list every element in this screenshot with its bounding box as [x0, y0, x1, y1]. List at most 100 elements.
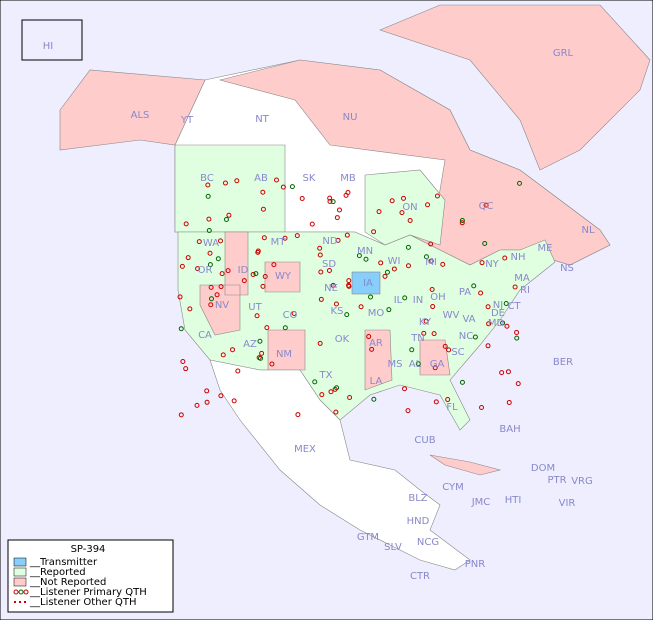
listener-dot	[407, 217, 413, 223]
listener-dot	[207, 262, 213, 268]
listener-dot	[327, 195, 333, 201]
listener-dot	[222, 180, 228, 186]
legend-swatch	[13, 567, 27, 577]
listener-dot	[485, 304, 491, 310]
listener-dot	[335, 237, 341, 243]
region-label: LA	[370, 376, 383, 387]
listener-dot	[499, 370, 505, 376]
legend-swatch	[13, 589, 29, 595]
hawaii-inset	[21, 19, 83, 61]
region-label: TX	[319, 370, 333, 381]
listener-dot	[317, 252, 323, 258]
region-label: OR	[198, 265, 213, 276]
listener-dot	[178, 412, 184, 418]
listener-dot	[399, 210, 405, 216]
region-label: VIR	[559, 498, 576, 509]
listener-dot	[223, 217, 229, 222]
transmitter-state	[351, 271, 381, 295]
listener-dot	[241, 278, 247, 284]
listener-dot	[500, 320, 506, 326]
region-label: NJ	[493, 300, 503, 311]
region-label: SC	[451, 347, 464, 358]
listener-dot	[409, 347, 415, 353]
listener-dot	[432, 365, 438, 371]
listener-dot	[382, 273, 388, 279]
listener-dot	[336, 207, 342, 213]
region-label: SD	[322, 259, 336, 270]
listener-dot	[187, 306, 193, 312]
region-label: NCG	[417, 537, 439, 548]
listener-dot	[479, 405, 485, 411]
listener-dot	[459, 379, 465, 385]
listener-dot	[289, 184, 295, 190]
listener-dot	[503, 300, 509, 306]
region-label: NS	[560, 263, 574, 274]
listener-dot	[405, 244, 411, 250]
listener-dot	[205, 193, 211, 199]
listener-dot	[312, 379, 318, 385]
listener-dot	[208, 302, 214, 308]
region-label: AR	[369, 338, 383, 349]
listener-dot	[194, 402, 200, 408]
region-label: WY	[275, 271, 292, 282]
listener-dot	[183, 366, 189, 372]
listener-dot	[504, 323, 510, 329]
region-label: PNR	[465, 559, 486, 570]
listener-dot	[177, 294, 183, 300]
region-label: CUB	[414, 435, 435, 446]
ontario	[364, 169, 446, 246]
listener-dot	[421, 330, 427, 336]
listener-dot	[471, 283, 477, 289]
region-label: CTR	[410, 571, 430, 582]
region-label: ON	[402, 202, 417, 213]
listener-dot	[317, 340, 323, 346]
listener-dot	[295, 412, 301, 418]
region-label: GTM	[357, 532, 379, 543]
region-label: MS	[388, 359, 403, 370]
region-label: SK	[303, 173, 316, 184]
listener-dot	[207, 250, 213, 256]
region-label: WV	[443, 310, 460, 321]
region-label: MD	[488, 318, 505, 329]
region-label: NT	[255, 114, 269, 125]
listener-dot	[230, 347, 236, 353]
region-label: WI	[388, 256, 401, 267]
region-label: IA	[363, 278, 373, 289]
region-label: PTR	[547, 475, 566, 486]
listener-dot	[402, 386, 408, 392]
region-label: MO	[368, 308, 385, 319]
legend-label: __Listener Other QTH	[29, 597, 136, 608]
region-label: WA	[203, 238, 219, 249]
listener-dot	[358, 304, 364, 310]
listener-dot	[459, 217, 465, 223]
listener-dot	[262, 273, 268, 279]
region-label: IN	[413, 295, 423, 306]
region-label: QC	[479, 201, 494, 212]
listener-dot	[328, 389, 334, 395]
listener-dot	[369, 346, 375, 352]
legend-label: __Transmitter	[29, 557, 98, 568]
region-label: VA	[462, 314, 475, 325]
region-label: ND	[322, 236, 337, 247]
legend-label: __Reported	[29, 567, 86, 578]
listener-dot	[334, 215, 340, 221]
listener-dot	[405, 263, 411, 269]
region-label: RI	[520, 285, 530, 296]
region-label: KS	[331, 306, 344, 317]
listener-dot	[442, 343, 448, 349]
listener-dot	[250, 271, 256, 277]
listener-dot	[226, 212, 232, 218]
region-label: ALS	[131, 110, 150, 121]
listener-dot	[261, 235, 267, 241]
listener-dot	[423, 318, 429, 324]
listener-dot	[486, 321, 492, 327]
region-label: HND	[407, 516, 430, 527]
listener-dot	[204, 388, 210, 394]
region-label: OH	[430, 292, 445, 303]
listener-dot	[178, 326, 184, 332]
listener-dot	[346, 283, 352, 289]
region-label: MA	[514, 273, 530, 284]
listener-dot	[502, 255, 508, 261]
region-label: CO	[283, 310, 298, 321]
